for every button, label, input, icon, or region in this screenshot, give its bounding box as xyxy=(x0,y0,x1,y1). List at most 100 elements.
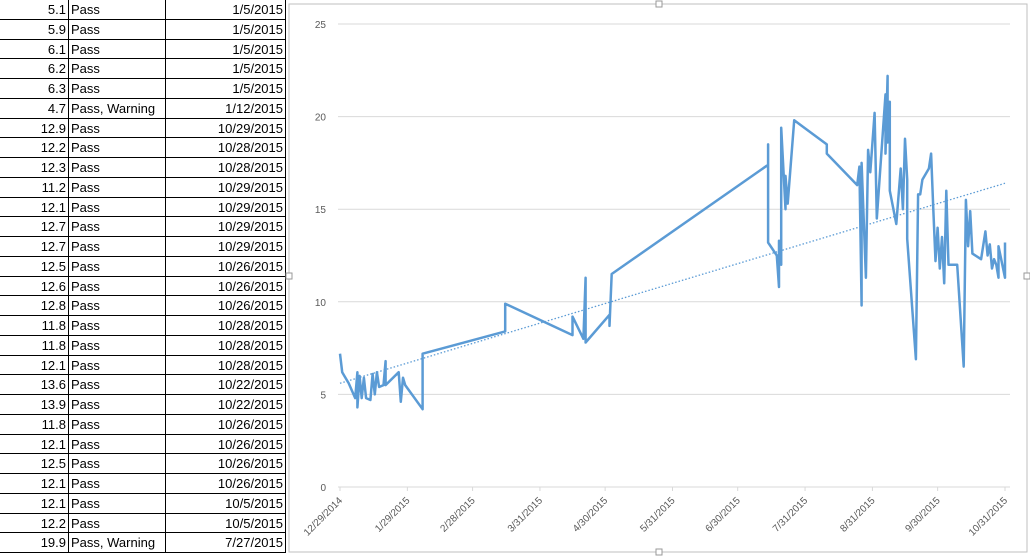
table-cell: 6.1 xyxy=(0,39,69,59)
table-row: 11.2 Pass 10/29/2015 xyxy=(0,177,286,198)
table-row: 12.1 Pass 10/28/2015 xyxy=(0,355,286,376)
table-cell: 12.1 xyxy=(0,355,69,375)
table-cell: 13.6 xyxy=(0,375,69,394)
y-tick-label: 0 xyxy=(320,483,326,494)
table-row: 12.5 Pass 10/26/2015 xyxy=(0,256,286,277)
table-cell: 1/5/2015 xyxy=(166,59,286,78)
table-cell: Pass xyxy=(69,355,166,375)
table-cell: 10/26/2015 xyxy=(166,256,286,276)
table-cell: Pass xyxy=(69,513,166,533)
table-cell: Pass xyxy=(69,493,166,513)
table-cell: 10/29/2015 xyxy=(166,118,286,138)
resize-handle xyxy=(285,272,293,280)
table-cell: Pass xyxy=(69,316,166,335)
table-cell: Pass xyxy=(69,0,166,19)
table-row: 6.2 Pass 1/5/2015 xyxy=(0,59,286,79)
table-row: 12.8 Pass 10/26/2015 xyxy=(0,296,286,316)
table-cell: 12.1 xyxy=(0,197,69,217)
table-cell: Pass xyxy=(69,138,166,157)
table-cell: 13.9 xyxy=(0,395,69,414)
table-row: 12.2 Pass 10/5/2015 xyxy=(0,513,286,534)
table-cell: 5.1 xyxy=(0,0,69,19)
table-cell: 12.5 xyxy=(0,454,69,473)
table-cell: 1/5/2015 xyxy=(166,79,286,98)
table-row: 11.8 Pass 10/26/2015 xyxy=(0,414,286,435)
data-line xyxy=(338,74,1007,411)
table-cell: 10/5/2015 xyxy=(166,513,286,533)
table-cell: 10/28/2015 xyxy=(166,158,286,177)
table-cell: 10/26/2015 xyxy=(166,434,286,454)
y-tick-label: 20 xyxy=(315,113,327,124)
table-row: 12.1 Pass 10/26/2015 xyxy=(0,434,286,455)
table-cell: 10/26/2015 xyxy=(166,414,286,434)
table-cell: Pass, Warning xyxy=(69,98,166,118)
table-row: 13.6 Pass 10/22/2015 xyxy=(0,375,286,395)
table-cell: 12.6 xyxy=(0,276,69,296)
chart-frame xyxy=(288,3,1028,553)
table-cell: Pass xyxy=(69,59,166,78)
table-cell: 11.8 xyxy=(0,316,69,335)
table-cell: Pass xyxy=(69,296,166,315)
table-cell: 10/29/2015 xyxy=(166,177,286,197)
table-cell: 12.9 xyxy=(0,118,69,138)
table-cell: 12.2 xyxy=(0,513,69,533)
table-cell: 10/29/2015 xyxy=(166,217,286,236)
table-cell: 10/29/2015 xyxy=(166,237,286,256)
table-cell: 12.7 xyxy=(0,217,69,236)
table-row: 11.8 Pass 10/28/2015 xyxy=(0,316,286,336)
y-tick-label: 5 xyxy=(320,390,326,401)
table-row: 5.1 Pass 1/5/2015 xyxy=(0,0,286,20)
table-row: 12.7 Pass 10/29/2015 xyxy=(0,237,286,257)
table-cell: Pass xyxy=(69,197,166,217)
table-row: 12.5 Pass 10/26/2015 xyxy=(0,454,286,474)
table-cell: Pass xyxy=(69,177,166,197)
table-cell: 6.3 xyxy=(0,79,69,98)
table-row: 11.8 Pass 10/28/2015 xyxy=(0,335,286,356)
table-cell: Pass xyxy=(69,454,166,473)
table-row: 12.6 Pass 10/26/2015 xyxy=(0,276,286,297)
table-row: 19.9 Pass, Warning 7/27/2015 xyxy=(0,533,286,553)
table-cell: 12.1 xyxy=(0,434,69,454)
resize-handle xyxy=(1023,272,1030,280)
table-cell: 10/5/2015 xyxy=(166,493,286,513)
table-row: 12.1 Pass 10/26/2015 xyxy=(0,474,286,494)
table-cell: Pass xyxy=(69,158,166,177)
table-cell: Pass xyxy=(69,375,166,394)
table-row: 12.1 Pass 10/29/2015 xyxy=(0,197,286,218)
y-tick-label: 25 xyxy=(315,20,327,31)
table-cell: 11.8 xyxy=(0,335,69,355)
spreadsheet-table: 5.1 Pass 1/5/2015 5.9 Pass 1/5/2015 6.1 Pass 1/5… xyxy=(0,0,286,557)
table-cell: Pass xyxy=(69,414,166,434)
resize-handle xyxy=(655,548,663,556)
table-cell: 10/29/2015 xyxy=(166,197,286,217)
table-cell: 5.9 xyxy=(0,19,69,39)
table-row: 12.2 Pass 10/28/2015 xyxy=(0,138,286,158)
table-cell: Pass xyxy=(69,395,166,414)
table-cell: 10/28/2015 xyxy=(166,138,286,157)
table-cell: 12.1 xyxy=(0,474,69,493)
table-cell: Pass xyxy=(69,276,166,296)
table-cell: 7/27/2015 xyxy=(166,533,286,552)
table-row: 12.7 Pass 10/29/2015 xyxy=(0,217,286,237)
table-row: 12.9 Pass 10/29/2015 xyxy=(0,118,286,139)
table-cell: Pass xyxy=(69,217,166,236)
table-cell: Pass xyxy=(69,19,166,39)
table-row: 6.1 Pass 1/5/2015 xyxy=(0,39,286,60)
table-cell: 4.7 xyxy=(0,98,69,118)
table-cell: 10/26/2015 xyxy=(166,296,286,315)
table-row: 12.1 Pass 10/5/2015 xyxy=(0,493,286,514)
table-cell: Pass xyxy=(69,79,166,98)
table-cell: 11.2 xyxy=(0,177,69,197)
table-cell: 6.2 xyxy=(0,59,69,78)
table-cell: 12.5 xyxy=(0,256,69,276)
table-row: 13.9 Pass 10/22/2015 xyxy=(0,395,286,415)
table-row: 5.9 Pass 1/5/2015 xyxy=(0,19,286,40)
table-cell: 1/12/2015 xyxy=(166,98,286,118)
table-cell: Pass xyxy=(69,118,166,138)
table-cell: 10/28/2015 xyxy=(166,335,286,355)
resize-handle xyxy=(655,0,663,8)
y-tick-label: 15 xyxy=(315,205,327,216)
table-cell: Pass, Warning xyxy=(69,533,166,552)
table-cell: 1/5/2015 xyxy=(166,0,286,19)
